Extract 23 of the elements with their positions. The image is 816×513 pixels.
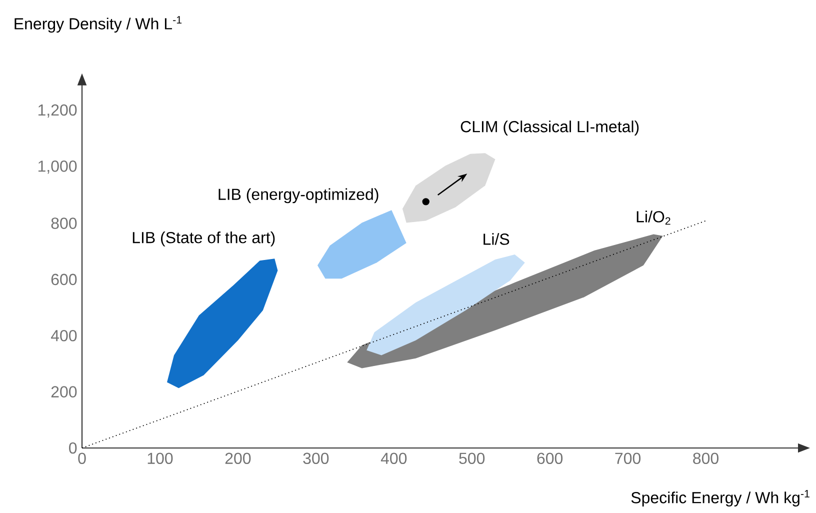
y-tick-label: 0 — [69, 442, 77, 454]
x-tick-label: 400 — [380, 452, 407, 464]
annotation: CLIM (Classical LI-metal) — [460, 120, 639, 136]
y-tick-label: 1,000 — [38, 160, 77, 174]
x-tick-label: 200 — [225, 452, 251, 464]
x-tick-label: 500 — [459, 452, 485, 464]
y-tick-label: 600 — [51, 274, 77, 286]
x-tick-label: 0 — [78, 452, 86, 464]
annotation: Li/O$_{2}$ — [636, 210, 670, 225]
x-tick-label: 100 — [148, 452, 173, 464]
x-tick-label: 800 — [693, 452, 718, 464]
y-axis-title: Energy Density / Wh L$^{-1}$ — [14, 16, 182, 33]
x-tick-label: 700 — [615, 452, 641, 464]
annotation: Li/S — [484, 233, 510, 245]
x-axis-title: Specific Energy / Wh kg$^{-1}$ — [631, 490, 810, 506]
x-tick-label: 300 — [303, 452, 329, 464]
x-tick-label: 600 — [537, 452, 563, 464]
y-tick-label: 1,200 — [38, 104, 77, 118]
annotation: LIB (energy-optimized) — [218, 188, 378, 204]
annotation: LIB (State of the art) — [132, 232, 275, 246]
y-tick-label: 200 — [51, 386, 77, 398]
y-tick-label: 400 — [50, 330, 77, 342]
y-tick-label: 800 — [51, 218, 77, 229]
